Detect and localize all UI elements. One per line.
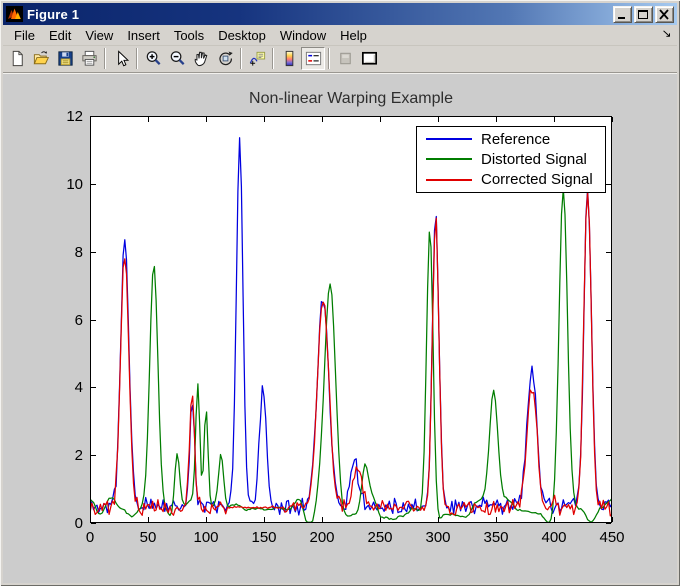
print-button[interactable] [77, 47, 101, 70]
legend-line-corrected [426, 178, 472, 181]
hide-plot-tools-button [333, 47, 357, 70]
svg-text:50: 50 [140, 529, 157, 546]
menu-edit[interactable]: Edit [48, 27, 72, 43]
matlab-logo-icon [6, 6, 23, 22]
menu-tools[interactable]: Tools [173, 27, 205, 43]
legend-icon [305, 51, 321, 66]
pointer-button[interactable] [109, 47, 133, 70]
svg-text:250: 250 [367, 529, 392, 546]
svg-text:200: 200 [309, 529, 334, 546]
svg-text:0: 0 [86, 529, 94, 546]
legend-label-corrected: Corrected Signal [481, 171, 593, 189]
zoom-out-icon [170, 51, 184, 66]
svg-text:350: 350 [483, 529, 508, 546]
save-icon [57, 51, 73, 66]
rotate-3d-button[interactable] [213, 47, 237, 70]
legend-row-corrected: Corrected Signal [417, 171, 605, 188]
legend-label-distorted: Distorted Signal [481, 150, 587, 168]
menu-insert[interactable]: Insert [127, 27, 160, 43]
svg-text:12: 12 [66, 108, 83, 125]
svg-text:6: 6 [75, 312, 83, 329]
svg-text:450: 450 [599, 529, 624, 546]
series-distorted-signal [90, 188, 612, 523]
toolbar-separator [272, 48, 274, 69]
menu-view[interactable]: View [85, 27, 114, 43]
zoom-out-button[interactable] [165, 47, 189, 70]
zoom-in-icon [146, 51, 160, 66]
legend-row-reference: Reference [417, 131, 605, 148]
new-file-button[interactable] [5, 47, 29, 70]
save-button[interactable] [53, 47, 77, 70]
pan-hand-button[interactable] [189, 47, 213, 70]
legend-label-reference: Reference [481, 130, 551, 148]
open-file-button[interactable] [29, 47, 53, 70]
svg-text:300: 300 [425, 529, 450, 546]
legend-row-distorted: Distorted Signal [417, 151, 605, 168]
svg-text:400: 400 [541, 529, 566, 546]
axes-box [90, 116, 612, 523]
menu-file[interactable]: File [14, 27, 35, 43]
toolbar [3, 46, 677, 73]
legend-line-distorted [426, 158, 472, 161]
plot-title: Non-linear Warping Example [249, 90, 453, 107]
axis-ticks [90, 116, 613, 524]
series-corrected-signal [90, 191, 612, 517]
svg-text:8: 8 [75, 244, 83, 261]
colorbar-icon [285, 50, 293, 67]
menu-help[interactable]: Help [340, 27, 367, 43]
pointer-icon [117, 50, 129, 67]
pan-hand-icon [194, 51, 207, 67]
svg-text:100: 100 [193, 529, 218, 546]
menu-window[interactable]: Window [279, 27, 327, 43]
dock-figure-button[interactable] [357, 47, 381, 70]
hide-plot-tools-icon [339, 52, 351, 65]
toolbar-separator [104, 48, 106, 69]
menu-desktop[interactable]: Desktop [218, 27, 266, 43]
svg-text:10: 10 [66, 176, 83, 193]
print-icon [81, 50, 97, 66]
axis-tick-labels: 0 50 100 150 200 250 300 350 400 450 0 2 4 6 8 10 12 [66, 108, 624, 546]
svg-text:150: 150 [251, 529, 276, 546]
window-title: Figure 1 [27, 6, 80, 22]
data-cursor-icon [249, 51, 265, 66]
toolbar-separator [328, 48, 330, 69]
insert-legend-button[interactable] [301, 47, 325, 70]
new-file-icon [12, 50, 23, 67]
figure-canvas: 0 50 100 150 200 250 300 350 400 450 0 2 4 6 8 10 12 Non… [3, 73, 677, 583]
maximize-button[interactable] [634, 5, 653, 23]
rotate-3d-icon [218, 51, 233, 66]
svg-text:2: 2 [75, 447, 83, 464]
zoom-in-button[interactable] [141, 47, 165, 70]
menubar-corner-arrow: ↘ [661, 28, 672, 40]
maximize-icon [638, 9, 648, 19]
toolbar-separator [136, 48, 138, 69]
svg-text:4: 4 [75, 379, 83, 396]
close-button[interactable] [655, 5, 674, 23]
svg-text:0: 0 [75, 515, 83, 532]
plot-lines [90, 137, 612, 523]
close-icon [659, 8, 669, 20]
menu-bar: File Edit View Insert Tools Desktop Wind… [3, 25, 677, 46]
minimize-icon [618, 16, 625, 19]
data-cursor-button[interactable] [245, 47, 269, 70]
plot-legend[interactable]: Reference Distorted Signal Corrected Sig… [416, 126, 606, 193]
dock-figure-icon [361, 51, 377, 65]
colorbar-button[interactable] [277, 47, 301, 70]
open-file-icon [33, 51, 49, 65]
title-bar[interactable]: Figure 1 [3, 3, 677, 25]
minimize-button[interactable] [613, 5, 632, 23]
legend-line-reference [426, 138, 472, 141]
toolbar-separator [240, 48, 242, 69]
